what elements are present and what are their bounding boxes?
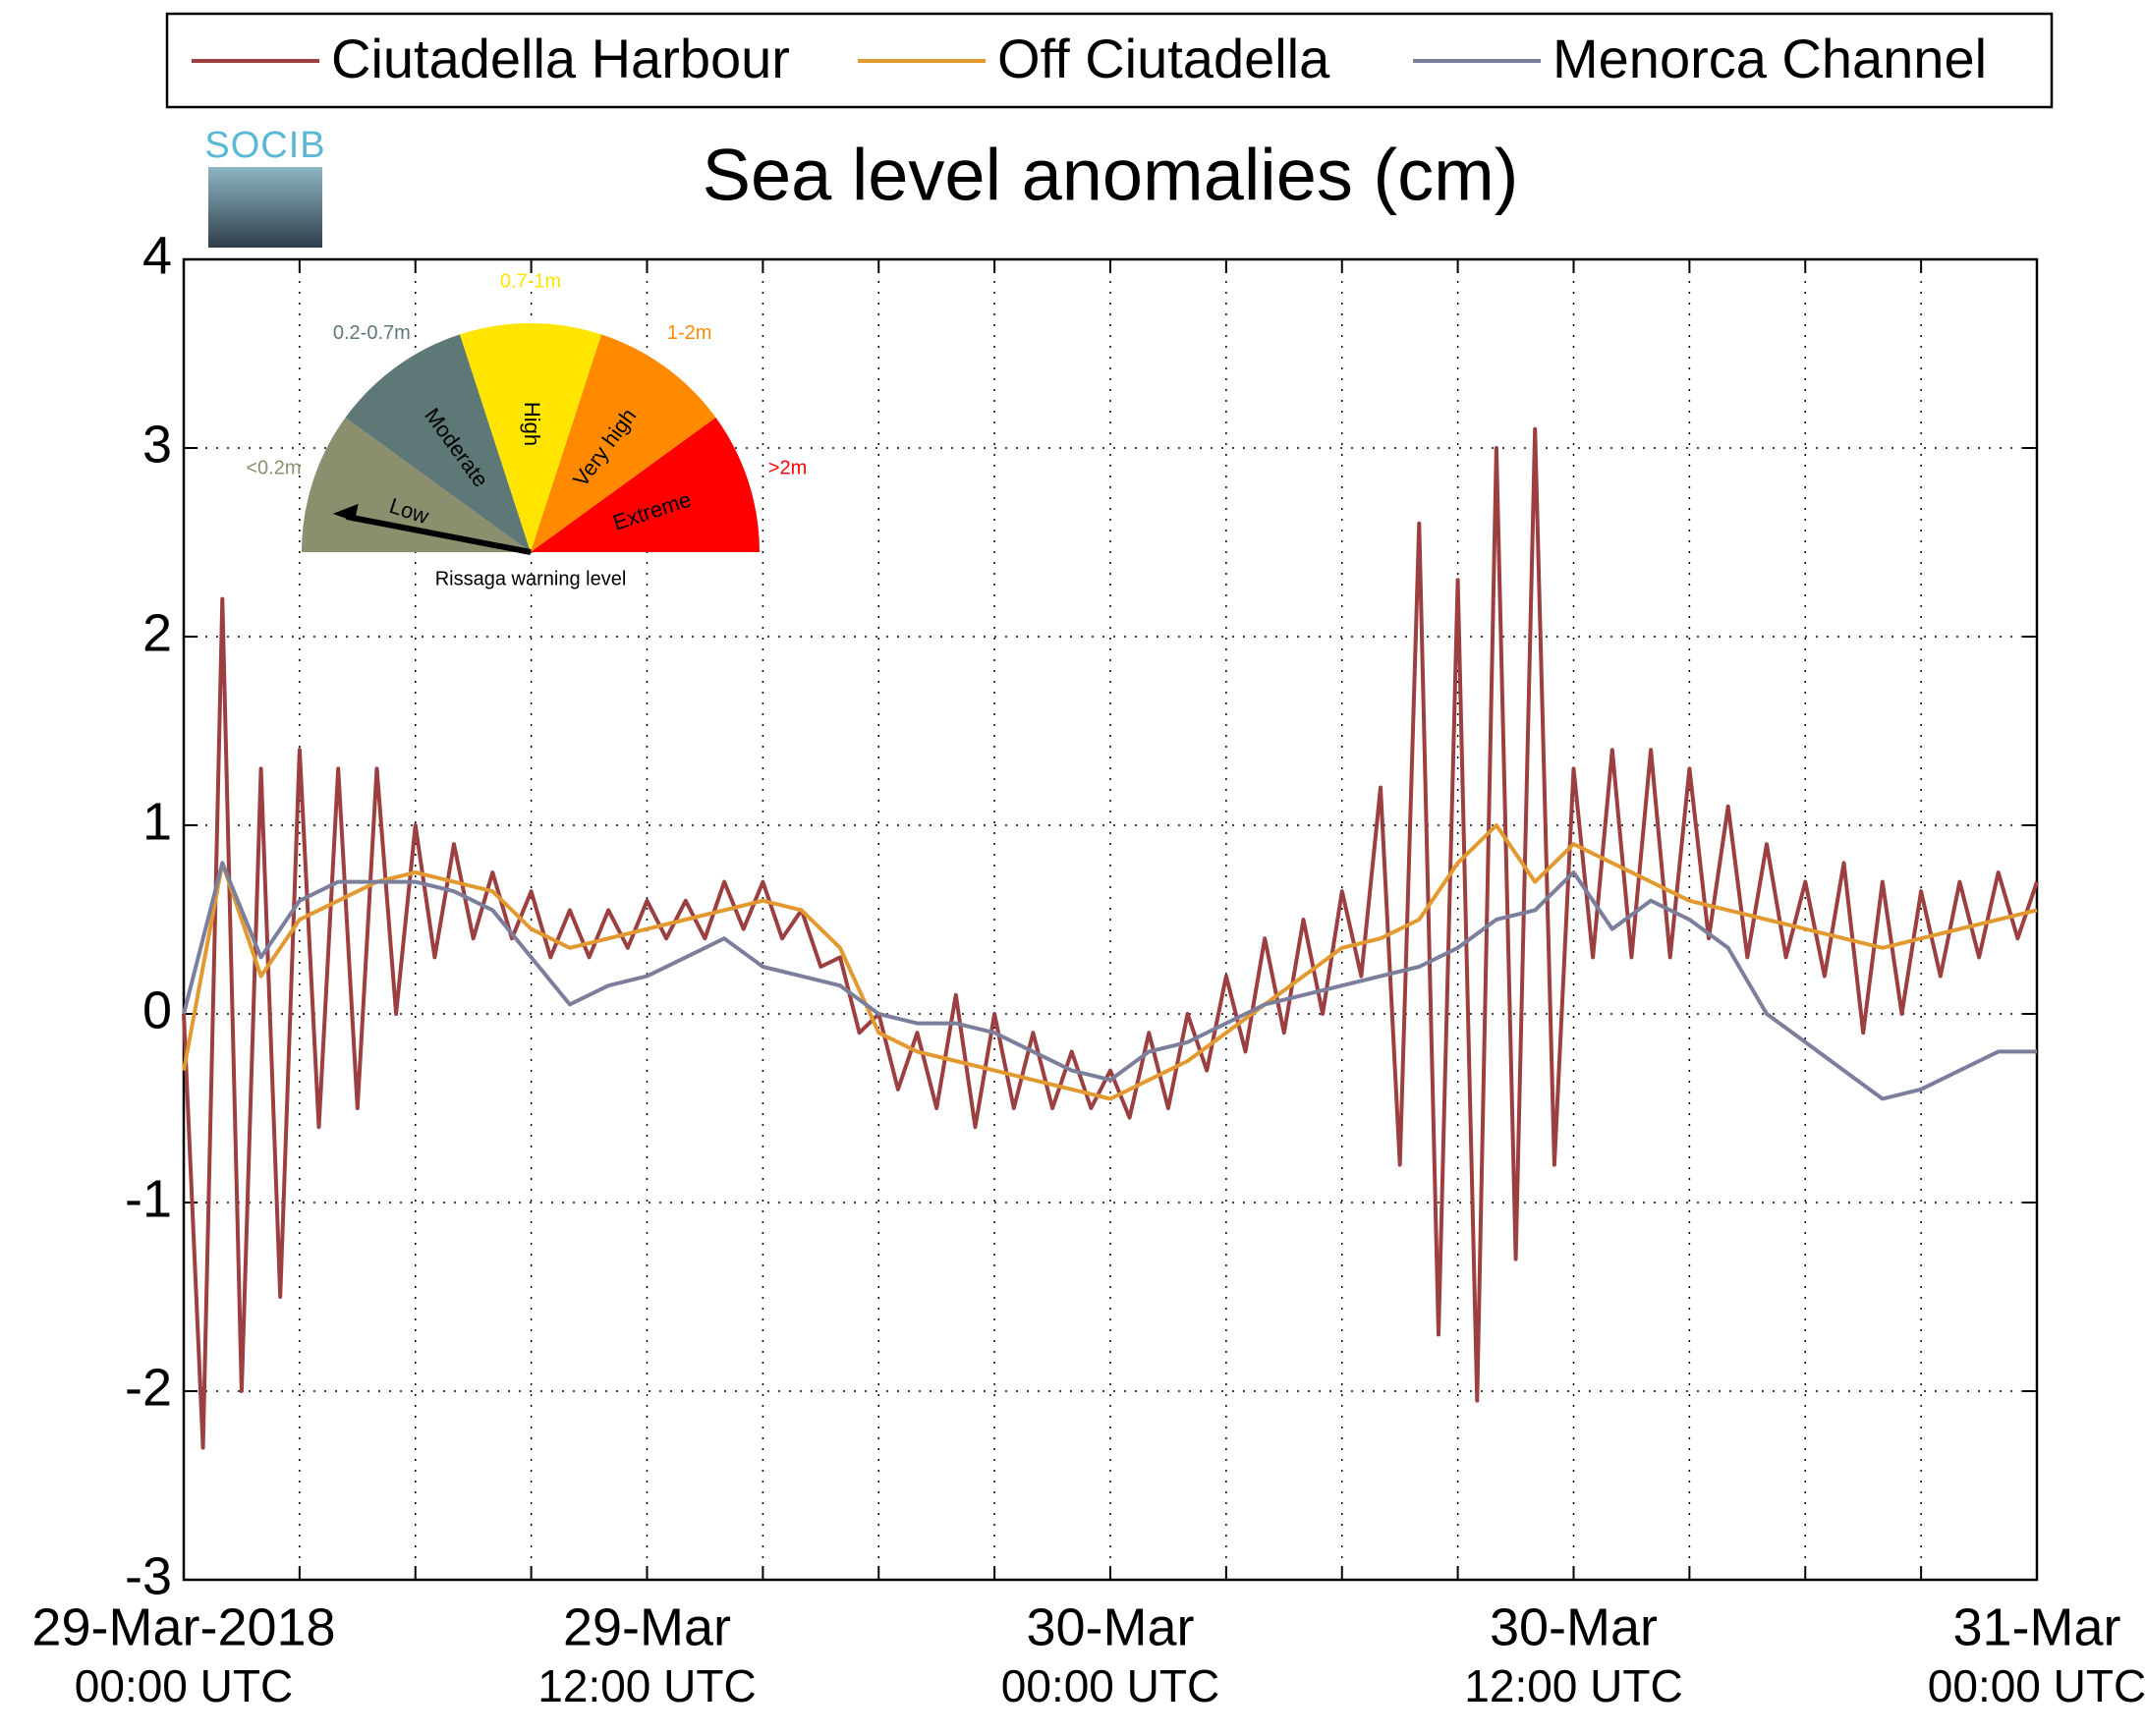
legend-label: Ciutadella Harbour [331,28,790,89]
y-tick-label: 1 [142,792,172,851]
gauge-needle [346,513,532,555]
x-tick-label: 29-Mar-2018 [31,1597,335,1656]
x-tick-label: 29-Mar [563,1597,731,1656]
gauge-range-label: 0.7-1m [500,270,561,292]
gauge-range-label: 0.2-0.7m [333,322,411,344]
plot-frame [182,257,2039,1582]
x-tick-label: 31-Mar [1952,1597,2120,1656]
x-tick-sublabel: 00:00 UTC [1928,1660,2145,1711]
x-tick-sublabel: 00:00 UTC [1001,1660,1219,1711]
y-tick-label: 2 [142,603,172,662]
x-tick-sublabel: 12:00 UTC [1464,1660,1682,1711]
legend-box [165,12,2054,109]
chart-title: Sea level anomalies (cm) [703,135,1519,216]
gauge-range-label: 1-2m [667,322,712,344]
logo-block [208,167,322,248]
x-tick-label: 30-Mar [1490,1597,1658,1656]
series-line [182,426,2039,1450]
gauge-level-label: High [520,402,544,446]
gauge-range-label: <0.2m [246,457,301,478]
y-tick-label: -2 [125,1358,172,1417]
gauge-range-label: >2m [768,457,807,478]
y-tick-label: 0 [142,980,172,1039]
gauge-segment [345,334,531,552]
y-tick-label: -3 [125,1546,172,1605]
legend-label: Menorca Channel [1552,28,1987,89]
gauge-segment [459,323,602,552]
x-tick-sublabel: 00:00 UTC [75,1660,293,1711]
logo-text: SOCIB [204,125,325,166]
series-line [182,823,2038,1101]
y-tick-label: 3 [142,415,172,474]
legend-label: Off Ciutadella [997,28,1330,89]
x-tick-label: 30-Mar [1026,1597,1194,1656]
gauge-needle-head [332,503,359,522]
y-tick-label: 4 [142,226,172,285]
gauge-segment [531,418,760,552]
gauge-segment [531,334,716,552]
gauge-caption: Rissaga warning level [435,568,627,589]
x-tick-sublabel: 12:00 UTC [537,1660,756,1711]
y-tick-label: -1 [125,1169,172,1228]
series-line [182,861,2037,1101]
